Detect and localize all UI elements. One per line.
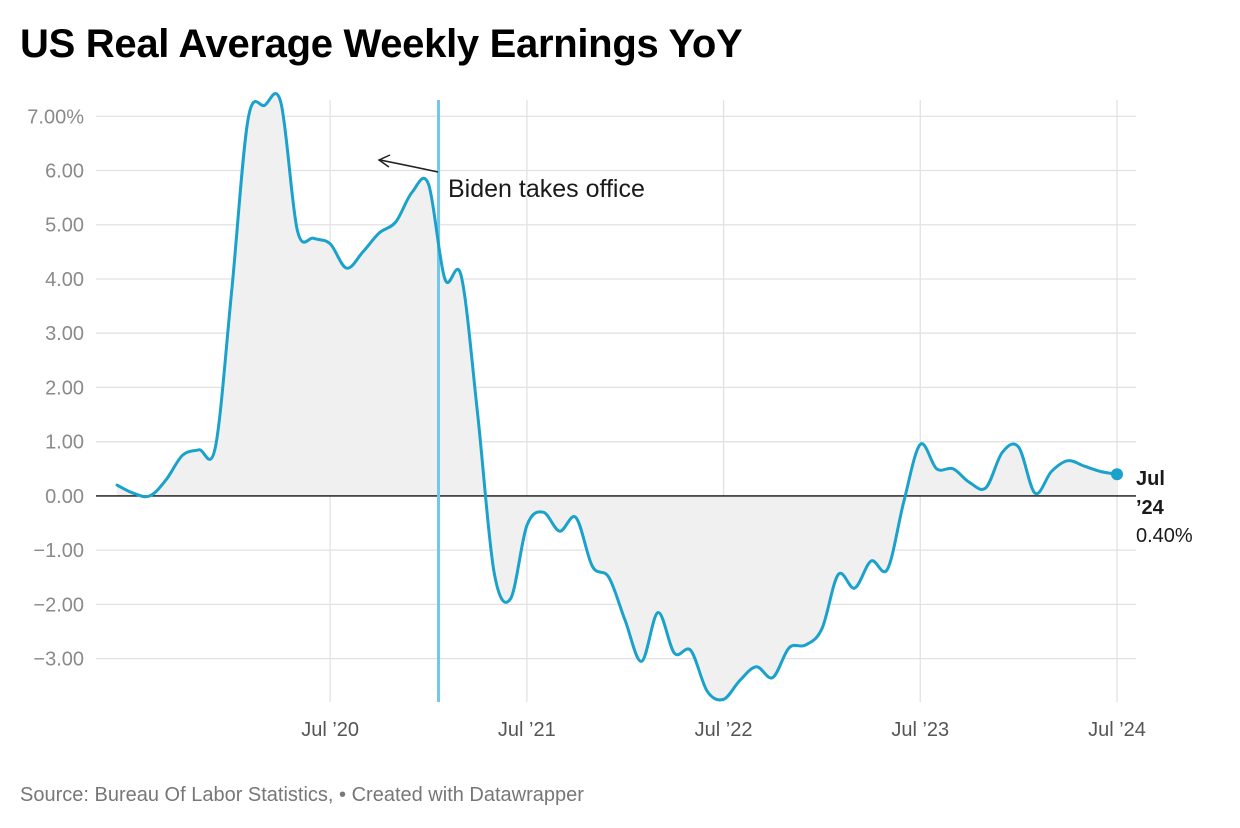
chart-title: US Real Average Weekly Earnings YoY: [20, 22, 743, 66]
y-tick-label: −1.00: [33, 540, 84, 562]
x-tick-label: Jul ’24: [1088, 719, 1146, 741]
annotations: Biden takes office: [377, 100, 645, 702]
annotation-arrow: [379, 159, 439, 173]
x-tick-label: Jul ’22: [695, 719, 753, 741]
annotation-arrowhead: [377, 154, 391, 168]
y-tick-label: 3.00: [45, 323, 84, 345]
y-tick-label: 1.00: [45, 432, 84, 454]
y-tick-label: 5.00: [45, 215, 84, 237]
x-tick-label: Jul ’21: [498, 719, 556, 741]
x-tick-label: Jul ’20: [301, 719, 359, 741]
end-point-marker: [1111, 468, 1123, 481]
y-tick-label: −2.00: [33, 594, 84, 616]
x-axis-ticks: Jul ’20 Jul ’21 Jul ’22 Jul ’23 Jul ’24: [301, 719, 1146, 741]
y-tick-label: 4.00: [45, 269, 84, 291]
source-note: Source: Bureau Of Labor Statistics, • Cr…: [20, 784, 584, 806]
y-tick-label: 6.00: [45, 161, 84, 183]
annotation-label: Biden takes office: [448, 175, 645, 203]
y-tick-label: 7.00%: [27, 106, 84, 128]
y-tick-label: 0.00: [45, 486, 84, 508]
y-axis-ticks: 7.00% 6.00 5.00 4.00 3.00 2.00 1.00 0.00 −1.00 −2…: [27, 106, 84, 670]
x-tick-label: Jul ’23: [891, 719, 949, 741]
end-label-value: 0.40%: [1136, 525, 1193, 547]
y-tick-label: −3.00: [33, 649, 84, 671]
end-label-year: ’24: [1136, 497, 1165, 519]
end-label-month: Jul: [1136, 468, 1165, 490]
series-line: [115, 92, 1119, 702]
y-tick-label: 2.00: [45, 377, 84, 399]
area-fill: [117, 93, 1117, 700]
